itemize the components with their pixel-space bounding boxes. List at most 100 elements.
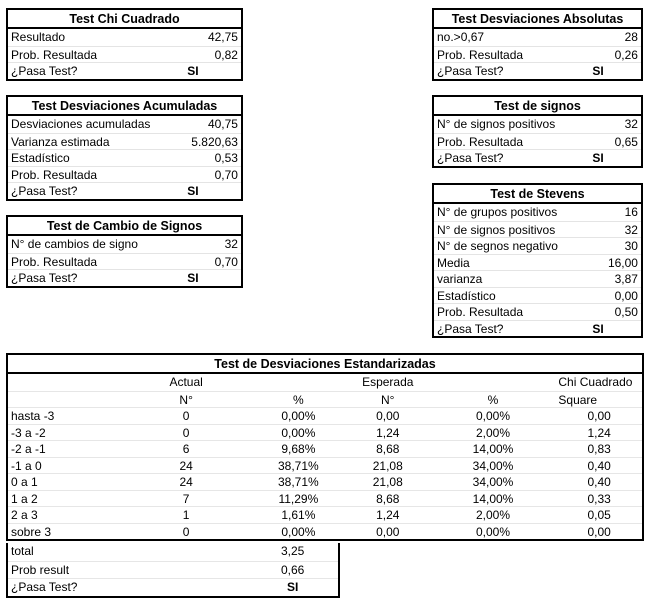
cell-esperada-pct: 2,00% [475,508,510,522]
cell-chi: 1,24 [587,425,611,440]
row-value: 28 [624,30,638,44]
row-label: Prob. Resultada [437,305,524,319]
cell-chi: 0,83 [587,442,611,456]
cell-actual-pct: 9,68% [281,442,316,456]
cell-actual-n: 6 [182,442,190,456]
bin-label: 1 a 2 [11,491,38,506]
pass-value: SI [592,151,604,165]
row-label: Prob. Resultada [437,134,524,149]
table-row-pass: ¿Pasa Test? SI [8,578,338,596]
row-value: 16 [624,205,638,219]
cell-actual-n: 1 [182,508,190,522]
row-label: total [11,544,34,558]
table-row: -3 a -2 0 0,00% 1,24 2,00% 1,24 [8,423,642,441]
table-row: N° de grupos positivos 16 [434,204,641,221]
row-value: 40,75 [207,117,238,131]
row-value: 0,66 [280,562,305,577]
header-percent: % [487,392,499,407]
row-label: ¿Pasa Test? [437,64,504,78]
table-title: Test de Cambio de Signos [8,217,241,236]
cell-esperada-n: 8,68 [376,491,400,506]
cell-chi: 0,40 [587,475,611,489]
header-chi-cuadrado: Chi Cuadrado [558,375,633,389]
row-value: 0,00 [614,288,638,303]
bin-label: -3 a -2 [11,425,46,440]
table-title: Test Chi Cuadrado [8,10,241,29]
bin-label: 0 a 1 [11,475,38,489]
cell-esperada-n: 0,00 [376,524,400,539]
cell-actual-pct: 0,00% [281,425,316,440]
cell-actual-pct: 0,00% [281,524,316,539]
header-esperada: Esperada [362,375,414,389]
cell-actual-n: 0 [182,409,190,423]
row-label: no.>0,67 [437,30,485,44]
bin-label: sobre 3 [11,524,52,539]
table-row: Resultado 42,75 [8,29,241,46]
row-value: 0,70 [214,254,238,269]
row-label: ¿Pasa Test? [11,184,78,198]
table-row: -2 a -1 6 9,68% 8,68 14,00% 0,83 [8,440,642,457]
row-value: 16,00 [607,255,638,270]
table-row: hasta -3 0 0,00% 0,00 0,00% 0,00 [8,407,642,424]
cell-actual-n: 24 [179,475,193,489]
test-desviaciones-estandarizadas-table: Test de Desviaciones Estandarizadas Actu… [6,353,644,541]
pass-value: SI [187,64,199,78]
cell-chi: 0,00 [587,524,611,539]
row-label: N° de signos positivos [437,117,556,131]
cell-esperada-pct: 0,00% [475,409,510,423]
table-row: total 3,25 [8,543,338,561]
row-value: 0,65 [614,134,638,149]
header-cell [8,392,121,408]
cell-chi: 0,40 [587,458,611,473]
cell-actual-n: 0 [182,425,190,440]
table-row: -1 a 0 24 38,71% 21,08 34,00% 0,40 [8,456,642,474]
row-label: ¿Pasa Test? [437,321,504,336]
table-row: 0 a 1 24 38,71% 21,08 34,00% 0,40 [8,473,642,490]
row-label: ¿Pasa Test? [11,271,78,285]
bin-label: -2 a -1 [11,442,46,456]
test-cambio-de-signos-table: Test de Cambio de Signos N° de cambios d… [6,215,243,288]
header-n: N° [381,392,395,407]
row-value: 32 [624,117,638,131]
cell-actual-n: 7 [182,491,190,506]
row-label: ¿Pasa Test? [11,64,78,78]
table-row: no.>0,67 28 [434,29,641,46]
table-row: Prob. Resultada 0,70 [8,165,241,183]
pass-value: SI [592,64,604,78]
row-label: Media [437,255,470,270]
cell-esperada-pct: 0,00% [475,524,510,539]
row-label: Prob. Resultada [11,47,98,62]
row-value: 3,25 [280,544,305,558]
table-row-pass: ¿Pasa Test? SI [8,62,241,79]
row-label: Estadístico [11,151,70,165]
row-value: 0,82 [214,47,238,62]
row-value: 0,53 [214,151,238,165]
row-label: ¿Pasa Test? [11,580,78,594]
table-row: Estadístico 0,53 [8,149,241,166]
cell-esperada-pct: 34,00% [472,458,514,473]
table-row-pass: ¿Pasa Test? SI [434,319,641,337]
row-label: Prob result [11,562,70,577]
cell-chi: 0,33 [587,491,611,506]
table-title: Test Desviaciones Acumuladas [8,97,241,116]
row-value: 30 [624,239,638,253]
cell-esperada-n: 21,08 [372,475,403,489]
bin-label: -1 a 0 [11,458,42,473]
cell-esperada-n: 21,08 [372,458,403,473]
bin-label: hasta -3 [11,409,55,423]
cell-esperada-n: 1,24 [376,425,400,440]
cell-actual-n: 24 [179,458,193,473]
row-label: N° de signos positivos [437,222,556,237]
table-row-pass: ¿Pasa Test? SI [8,269,241,286]
row-label: N° de cambios de signo [11,237,138,251]
test-de-stevens-table: Test de Stevens N° de grupos positivos 1… [432,183,643,338]
row-label: varianza [437,272,483,286]
table-row: N° de signos positivos 32 [434,220,641,238]
test-desviaciones-acumuladas-table: Test Desviaciones Acumuladas Desviacione… [6,95,243,201]
pass-value: SI [187,271,199,285]
test-desviaciones-absolutas-table: Test Desviaciones Absolutas no.>0,67 28 … [432,8,643,81]
table-title: Test de signos [434,97,641,116]
cell-esperada-pct: 2,00% [475,425,510,440]
table-row: Varianza estimada 5.820,63 [8,132,241,150]
